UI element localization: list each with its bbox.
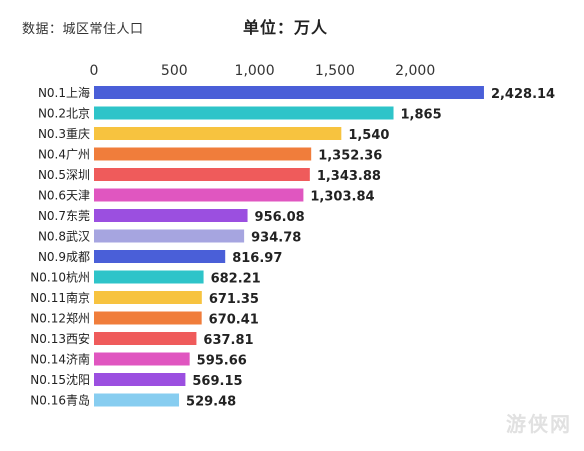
value-label: 670.41 bbox=[209, 313, 259, 328]
bar bbox=[94, 291, 202, 304]
value-label: 637.81 bbox=[203, 333, 253, 348]
value-label: 2,428.14 bbox=[491, 87, 555, 102]
value-label: 595.66 bbox=[197, 354, 247, 369]
category-label: N0.13西安 bbox=[30, 331, 90, 346]
category-label: N0.1上海 bbox=[38, 85, 90, 100]
category-label: N0.15沈阳 bbox=[30, 372, 90, 387]
bar bbox=[94, 168, 310, 181]
bar bbox=[94, 188, 304, 202]
category-label: N0.7东莞 bbox=[38, 209, 90, 223]
bar bbox=[94, 209, 248, 222]
bar bbox=[94, 86, 484, 99]
category-label: N0.10杭州 bbox=[30, 270, 90, 285]
x-tick-label: 1,500 bbox=[315, 63, 355, 79]
value-label: 1,303.84 bbox=[310, 190, 374, 205]
category-label: N0.2北京 bbox=[38, 107, 90, 121]
value-label: 529.48 bbox=[186, 395, 236, 410]
category-label: N0.11南京 bbox=[30, 290, 90, 305]
value-label: 1,865 bbox=[401, 108, 442, 123]
category-label: N0.4广州 bbox=[38, 148, 90, 162]
bar bbox=[94, 352, 190, 366]
bar bbox=[94, 270, 204, 284]
bar bbox=[94, 106, 394, 120]
value-label: 569.15 bbox=[192, 374, 242, 389]
x-tick-label: 0 bbox=[90, 63, 99, 79]
x-tick-label: 1,000 bbox=[235, 63, 275, 79]
category-label: N0.14济南 bbox=[30, 352, 90, 367]
category-label: N0.5深圳 bbox=[38, 168, 90, 182]
data-source-note: 数据：城区常住人口 bbox=[22, 22, 144, 37]
unit-note: 单位：万人 bbox=[243, 18, 329, 37]
watermark: 游侠网 bbox=[506, 412, 572, 436]
bar bbox=[94, 229, 245, 243]
value-label: 956.08 bbox=[255, 210, 305, 225]
bar bbox=[94, 147, 312, 161]
value-label: 816.97 bbox=[232, 251, 282, 266]
bar bbox=[94, 127, 342, 140]
bar bbox=[94, 311, 202, 325]
bar bbox=[94, 250, 226, 263]
value-label: 1,352.36 bbox=[318, 149, 382, 164]
category-label: N0.12郑州 bbox=[30, 311, 90, 326]
value-label: 682.21 bbox=[211, 272, 261, 287]
value-label: 1,540 bbox=[348, 128, 389, 143]
value-label: 934.78 bbox=[251, 231, 301, 246]
x-tick-label: 500 bbox=[161, 63, 188, 79]
category-label: N0.6天津 bbox=[38, 189, 90, 203]
x-tick-label: 2,000 bbox=[395, 63, 435, 79]
value-label: 1,343.88 bbox=[317, 169, 381, 184]
value-label: 671.35 bbox=[209, 292, 259, 307]
category-label: N0.8武汉 bbox=[38, 230, 90, 244]
category-label: N0.9成都 bbox=[38, 250, 90, 264]
category-label: N0.3重庆 bbox=[38, 127, 90, 141]
bar bbox=[94, 332, 197, 345]
bar bbox=[94, 393, 180, 407]
bar bbox=[94, 373, 186, 386]
category-label: N0.16青岛 bbox=[30, 393, 90, 408]
